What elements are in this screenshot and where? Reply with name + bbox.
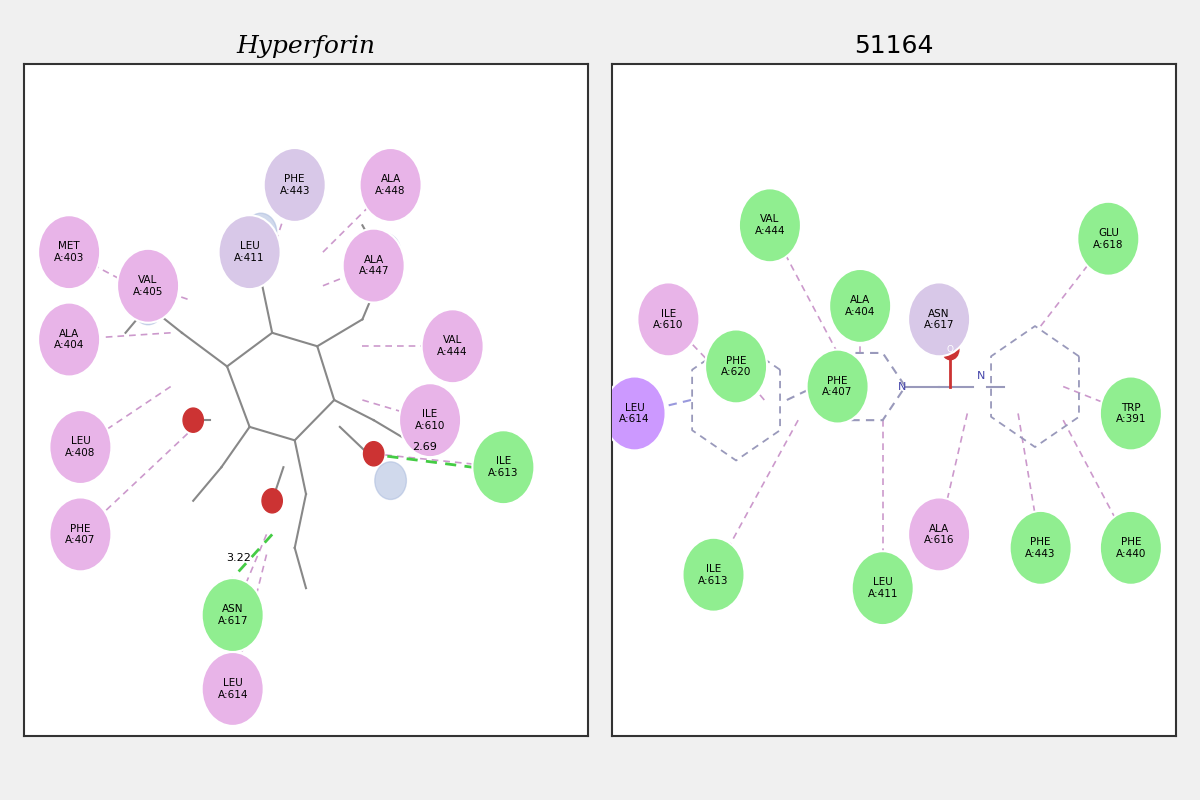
Text: PHE
A:443: PHE A:443 [1025, 537, 1056, 558]
Circle shape [908, 282, 970, 356]
Text: ALA
A:447: ALA A:447 [359, 255, 389, 276]
Circle shape [1078, 202, 1139, 276]
Text: ALA
A:404: ALA A:404 [54, 329, 84, 350]
Circle shape [908, 498, 970, 571]
Text: PHE
A:407: PHE A:407 [65, 523, 96, 546]
Text: 3.22: 3.22 [226, 553, 251, 563]
Text: ASN
A:617: ASN A:617 [217, 604, 248, 626]
Circle shape [38, 215, 100, 289]
Text: ILE
A:613: ILE A:613 [488, 456, 518, 478]
Text: GLU
A:618: GLU A:618 [1093, 228, 1123, 250]
Text: ILE
A:610: ILE A:610 [653, 309, 684, 330]
Text: N: N [808, 382, 816, 391]
Circle shape [262, 489, 282, 513]
Text: PHE
A:440: PHE A:440 [1116, 537, 1146, 558]
Text: ASN
A:617: ASN A:617 [924, 309, 954, 330]
Title: Hyperforin: Hyperforin [236, 35, 376, 58]
Circle shape [1100, 511, 1162, 585]
Circle shape [202, 578, 264, 652]
Text: ALA
A:616: ALA A:616 [924, 523, 954, 546]
Circle shape [852, 551, 913, 625]
Circle shape [38, 302, 100, 377]
Circle shape [360, 148, 421, 222]
Text: O: O [947, 345, 954, 354]
Circle shape [364, 442, 384, 466]
Text: ALA
A:404: ALA A:404 [845, 295, 875, 317]
Circle shape [343, 229, 404, 302]
Text: LEU
A:411: LEU A:411 [868, 578, 898, 599]
Text: VAL
A:444: VAL A:444 [755, 214, 785, 236]
Text: LEU
A:411: LEU A:411 [234, 242, 265, 263]
Title: 51164: 51164 [854, 34, 934, 58]
Circle shape [604, 377, 666, 450]
Circle shape [184, 408, 203, 432]
Circle shape [118, 249, 179, 322]
Circle shape [1100, 377, 1162, 450]
Text: PHE
A:443: PHE A:443 [280, 174, 310, 196]
Circle shape [132, 287, 164, 325]
Text: ILE
A:610: ILE A:610 [415, 410, 445, 431]
Circle shape [421, 310, 484, 383]
Text: N: N [899, 382, 907, 391]
Circle shape [706, 330, 767, 403]
Text: LEU
A:614: LEU A:614 [619, 402, 650, 424]
Text: VAL
A:405: VAL A:405 [133, 275, 163, 297]
Circle shape [400, 383, 461, 457]
Text: N: N [977, 371, 985, 382]
Text: TRP
A:391: TRP A:391 [1116, 402, 1146, 424]
Circle shape [683, 538, 744, 612]
Circle shape [806, 350, 869, 423]
Circle shape [245, 213, 277, 251]
Circle shape [370, 234, 401, 271]
Circle shape [942, 339, 959, 360]
Text: LEU
A:408: LEU A:408 [65, 436, 96, 458]
Circle shape [739, 188, 800, 262]
Text: VAL
A:444: VAL A:444 [437, 335, 468, 357]
Text: LEU
A:614: LEU A:614 [217, 678, 248, 700]
Text: PHE
A:407: PHE A:407 [822, 376, 853, 398]
Text: PHE
A:620: PHE A:620 [721, 355, 751, 378]
Circle shape [374, 462, 407, 499]
Circle shape [829, 269, 892, 343]
Circle shape [637, 282, 700, 356]
Text: ALA
A:448: ALA A:448 [376, 174, 406, 196]
Text: MET
A:403: MET A:403 [54, 242, 84, 263]
Text: ILE
A:613: ILE A:613 [698, 564, 728, 586]
Circle shape [49, 498, 112, 571]
Circle shape [473, 430, 534, 504]
Circle shape [49, 410, 112, 484]
Text: 2.69: 2.69 [412, 442, 437, 452]
Circle shape [1009, 511, 1072, 585]
Circle shape [264, 148, 325, 222]
Circle shape [218, 215, 281, 289]
Circle shape [202, 652, 264, 726]
